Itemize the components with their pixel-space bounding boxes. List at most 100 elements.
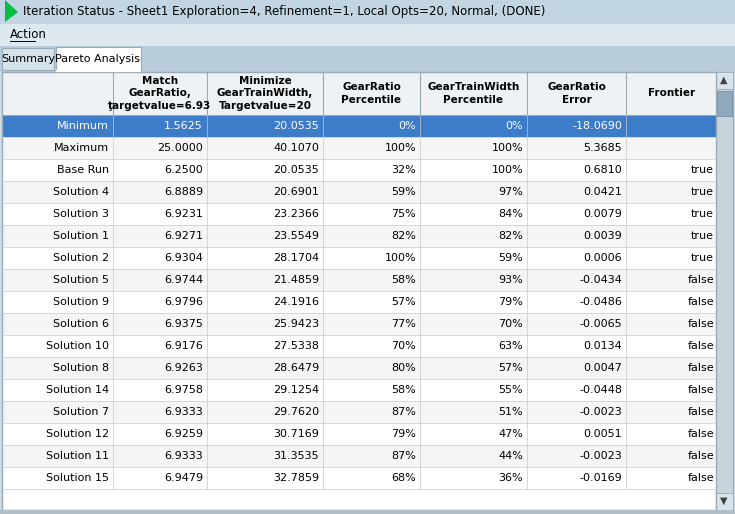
Text: false: false xyxy=(687,363,714,373)
Text: 6.9176: 6.9176 xyxy=(164,341,203,351)
Text: 6.9333: 6.9333 xyxy=(164,451,203,461)
Text: false: false xyxy=(687,275,714,285)
Text: 87%: 87% xyxy=(391,407,416,417)
Text: 25.9423: 25.9423 xyxy=(273,319,319,329)
Text: 20.0535: 20.0535 xyxy=(273,165,319,175)
Text: 6.9744: 6.9744 xyxy=(164,275,203,285)
Text: 70%: 70% xyxy=(498,319,523,329)
Text: 55%: 55% xyxy=(498,385,523,395)
Text: 100%: 100% xyxy=(384,253,416,263)
Text: 82%: 82% xyxy=(391,231,416,241)
FancyBboxPatch shape xyxy=(2,379,716,401)
FancyBboxPatch shape xyxy=(2,181,716,203)
Text: 6.8889: 6.8889 xyxy=(164,187,203,197)
Text: 28.1704: 28.1704 xyxy=(273,253,319,263)
Text: -0.0065: -0.0065 xyxy=(579,319,622,329)
FancyBboxPatch shape xyxy=(2,137,716,159)
FancyBboxPatch shape xyxy=(0,46,735,72)
Text: 21.4859: 21.4859 xyxy=(273,275,319,285)
Text: 40.1070: 40.1070 xyxy=(273,143,319,153)
Text: false: false xyxy=(687,407,714,417)
Text: Minimize
GearTrainWidth,
Targetvalue=20: Minimize GearTrainWidth, Targetvalue=20 xyxy=(217,76,313,111)
Text: Solution 15: Solution 15 xyxy=(46,473,109,483)
FancyBboxPatch shape xyxy=(716,493,733,510)
Text: 0.0039: 0.0039 xyxy=(584,231,622,241)
Text: 28.6479: 28.6479 xyxy=(273,363,319,373)
Text: Summary: Summary xyxy=(1,54,55,64)
FancyBboxPatch shape xyxy=(716,72,733,89)
Text: true: true xyxy=(691,165,714,175)
Text: Minimum: Minimum xyxy=(57,121,109,131)
Text: 6.9271: 6.9271 xyxy=(164,231,203,241)
Text: 1.5625: 1.5625 xyxy=(164,121,203,131)
Text: GearRatio
Error: GearRatio Error xyxy=(547,82,606,105)
Text: Solution 8: Solution 8 xyxy=(53,363,109,373)
Text: 59%: 59% xyxy=(498,253,523,263)
FancyBboxPatch shape xyxy=(2,313,716,335)
Text: 31.3535: 31.3535 xyxy=(273,451,319,461)
Text: 84%: 84% xyxy=(498,209,523,219)
Text: 0.6810: 0.6810 xyxy=(584,165,622,175)
Text: true: true xyxy=(691,209,714,219)
Text: 20.0535: 20.0535 xyxy=(273,121,319,131)
Text: 68%: 68% xyxy=(391,473,416,483)
Text: false: false xyxy=(687,429,714,439)
Text: false: false xyxy=(687,341,714,351)
FancyBboxPatch shape xyxy=(717,91,732,116)
FancyBboxPatch shape xyxy=(2,401,716,423)
Text: 24.1916: 24.1916 xyxy=(273,297,319,307)
Text: Frontier: Frontier xyxy=(648,88,695,99)
Text: 59%: 59% xyxy=(391,187,416,197)
Text: 57%: 57% xyxy=(498,363,523,373)
FancyBboxPatch shape xyxy=(716,72,733,510)
Text: 0.0006: 0.0006 xyxy=(584,253,622,263)
Text: 6.9796: 6.9796 xyxy=(164,297,203,307)
FancyBboxPatch shape xyxy=(2,48,54,70)
Text: 58%: 58% xyxy=(391,385,416,395)
Text: Solution 12: Solution 12 xyxy=(46,429,109,439)
Text: 6.9304: 6.9304 xyxy=(164,253,203,263)
Text: 36%: 36% xyxy=(498,473,523,483)
Text: 63%: 63% xyxy=(498,341,523,351)
Text: Match
GearRatio,
ţargetvalue=6.93: Match GearRatio, ţargetvalue=6.93 xyxy=(108,76,212,111)
Text: 77%: 77% xyxy=(391,319,416,329)
Text: 30.7169: 30.7169 xyxy=(273,429,319,439)
Text: 6.9263: 6.9263 xyxy=(164,363,203,373)
Text: false: false xyxy=(687,297,714,307)
Text: 100%: 100% xyxy=(492,143,523,153)
Text: Solution 5: Solution 5 xyxy=(53,275,109,285)
Text: 6.9375: 6.9375 xyxy=(164,319,203,329)
Text: GearRatio
Percentile: GearRatio Percentile xyxy=(342,82,401,105)
Text: -0.0023: -0.0023 xyxy=(579,407,622,417)
Text: 0%: 0% xyxy=(506,121,523,131)
Text: Action: Action xyxy=(10,28,47,42)
Text: 6.9758: 6.9758 xyxy=(164,385,203,395)
Text: Solution 4: Solution 4 xyxy=(53,187,109,197)
Text: 79%: 79% xyxy=(391,429,416,439)
Text: 6.9333: 6.9333 xyxy=(164,407,203,417)
FancyBboxPatch shape xyxy=(2,357,716,379)
Text: -18.0690: -18.0690 xyxy=(572,121,622,131)
FancyBboxPatch shape xyxy=(0,0,735,24)
FancyBboxPatch shape xyxy=(56,47,141,72)
Text: false: false xyxy=(687,385,714,395)
Text: false: false xyxy=(687,473,714,483)
Text: 75%: 75% xyxy=(391,209,416,219)
Text: false: false xyxy=(687,451,714,461)
Text: 20.6901: 20.6901 xyxy=(273,187,319,197)
Text: 27.5338: 27.5338 xyxy=(273,341,319,351)
Text: 6.2500: 6.2500 xyxy=(164,165,203,175)
Text: 100%: 100% xyxy=(384,143,416,153)
FancyBboxPatch shape xyxy=(2,269,716,291)
FancyBboxPatch shape xyxy=(2,335,716,357)
Text: ▲: ▲ xyxy=(720,75,728,85)
Text: 44%: 44% xyxy=(498,451,523,461)
FancyBboxPatch shape xyxy=(2,247,716,269)
Text: true: true xyxy=(691,231,714,241)
Text: -0.0448: -0.0448 xyxy=(579,385,622,395)
Text: Solution 7: Solution 7 xyxy=(53,407,109,417)
Text: 80%: 80% xyxy=(391,363,416,373)
Text: 57%: 57% xyxy=(391,297,416,307)
Text: -0.0023: -0.0023 xyxy=(579,451,622,461)
Text: -0.0434: -0.0434 xyxy=(579,275,622,285)
